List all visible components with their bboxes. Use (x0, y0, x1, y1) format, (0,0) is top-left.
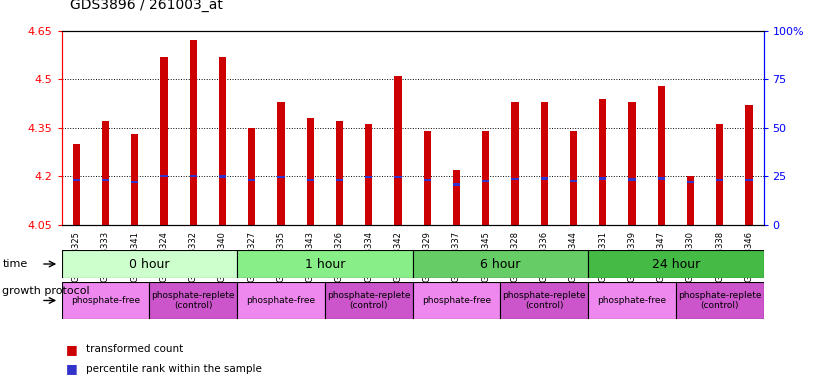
Bar (599, 177, 607, 180)
Text: phosphate-replete
(control): phosphate-replete (control) (502, 291, 586, 310)
Bar (745, 105, 753, 225)
Bar (394, 176, 401, 178)
Text: transformed count: transformed count (86, 344, 183, 354)
Bar (365, 176, 373, 178)
Bar (658, 86, 665, 225)
Bar (277, 176, 285, 178)
Bar (102, 179, 109, 181)
Text: ■: ■ (66, 343, 77, 356)
Bar (237, 282, 325, 319)
Bar (658, 177, 665, 180)
Bar (190, 175, 197, 177)
Bar (325, 282, 412, 319)
Bar (452, 184, 460, 186)
Text: 1 hour: 1 hour (305, 258, 345, 270)
Bar (218, 56, 226, 225)
Text: phosphate-replete
(control): phosphate-replete (control) (678, 291, 761, 310)
Bar (500, 282, 588, 319)
Bar (72, 144, 80, 225)
Text: phosphate-replete
(control): phosphate-replete (control) (151, 291, 235, 310)
Bar (72, 179, 80, 182)
Bar (588, 250, 764, 278)
Text: 24 hour: 24 hour (652, 258, 700, 270)
Bar (277, 102, 285, 225)
Text: GDS3896 / 261003_at: GDS3896 / 261003_at (70, 0, 222, 12)
Bar (628, 178, 635, 180)
Bar (248, 128, 255, 225)
Text: growth protocol: growth protocol (2, 286, 90, 296)
Text: phosphate-free: phosphate-free (598, 296, 667, 305)
Bar (413, 282, 500, 319)
Bar (336, 179, 343, 181)
Bar (365, 124, 373, 225)
Bar (511, 178, 519, 180)
Bar (540, 177, 548, 180)
Bar (62, 282, 149, 319)
Bar (628, 102, 635, 225)
Bar (424, 131, 431, 225)
Text: ■: ■ (66, 362, 77, 375)
Bar (540, 102, 548, 225)
Bar (716, 124, 723, 225)
Bar (452, 170, 460, 225)
Bar (160, 175, 167, 177)
Text: phosphate-free: phosphate-free (246, 296, 315, 305)
Bar (306, 179, 314, 181)
Text: 0 hour: 0 hour (129, 258, 170, 270)
Bar (676, 282, 764, 319)
Text: percentile rank within the sample: percentile rank within the sample (86, 364, 262, 374)
Bar (511, 102, 519, 225)
Bar (131, 134, 139, 225)
Bar (336, 121, 343, 225)
Bar (190, 40, 197, 225)
Bar (149, 282, 237, 319)
Bar (686, 180, 694, 183)
Bar (482, 131, 489, 225)
Bar (160, 56, 167, 225)
Bar (413, 250, 588, 278)
Bar (394, 76, 401, 225)
Text: 6 hour: 6 hour (480, 258, 521, 270)
Bar (686, 176, 694, 225)
Text: phosphate-free: phosphate-free (422, 296, 491, 305)
Bar (570, 131, 577, 225)
Bar (482, 180, 489, 182)
Bar (62, 250, 237, 278)
Bar (588, 282, 676, 319)
Bar (599, 99, 607, 225)
Bar (424, 179, 431, 182)
Text: time: time (2, 259, 28, 269)
Text: phosphate-replete
(control): phosphate-replete (control) (327, 291, 410, 310)
Bar (306, 118, 314, 225)
Bar (570, 180, 577, 182)
Bar (716, 179, 723, 182)
Bar (218, 175, 226, 178)
Bar (237, 250, 413, 278)
Text: phosphate-free: phosphate-free (71, 296, 140, 305)
Bar (102, 121, 109, 225)
Bar (745, 179, 753, 181)
Bar (248, 179, 255, 181)
Bar (131, 181, 139, 183)
